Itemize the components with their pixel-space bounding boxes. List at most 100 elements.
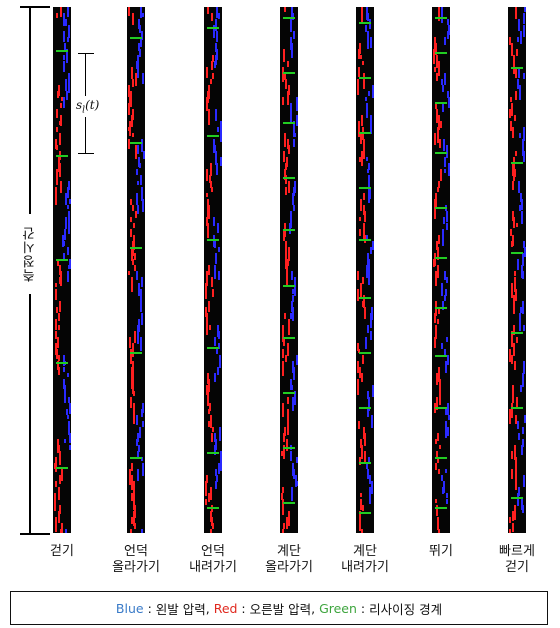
left-foot-pressure-mark — [140, 7, 142, 18]
right-foot-pressure-mark — [512, 127, 514, 138]
left-foot-pressure-mark — [523, 475, 525, 482]
left-foot-pressure-mark — [215, 109, 217, 115]
left-foot-pressure-mark — [366, 265, 368, 278]
resizing-boundary-mark — [435, 257, 447, 259]
resizing-boundary-mark — [359, 352, 371, 354]
left-foot-pressure-mark — [294, 133, 296, 137]
resizing-boundary-mark — [511, 407, 523, 409]
left-foot-pressure-mark — [67, 7, 69, 17]
right-foot-pressure-mark — [281, 451, 283, 456]
left-foot-pressure-mark — [521, 199, 523, 210]
right-foot-pressure-mark — [55, 319, 57, 330]
left-foot-pressure-mark — [368, 457, 370, 462]
right-foot-pressure-mark — [364, 307, 366, 319]
left-foot-pressure-mark — [370, 115, 372, 122]
right-foot-pressure-mark — [281, 493, 283, 500]
right-foot-pressure-mark — [282, 97, 284, 105]
right-foot-pressure-mark — [56, 109, 58, 118]
resizing-boundary-mark — [56, 259, 68, 261]
resizing-boundary-mark — [283, 392, 295, 394]
right-foot-pressure-mark — [509, 349, 511, 362]
left-foot-pressure-mark — [447, 403, 449, 415]
right-foot-pressure-mark — [206, 385, 208, 395]
left-foot-pressure-mark — [139, 163, 141, 168]
right-foot-pressure-mark — [56, 13, 58, 18]
right-foot-pressure-mark — [131, 67, 133, 79]
right-foot-pressure-mark — [516, 223, 518, 227]
left-foot-pressure-mark — [444, 157, 446, 167]
left-foot-pressure-mark — [136, 61, 138, 69]
left-foot-pressure-mark — [523, 151, 525, 162]
left-foot-pressure-mark — [294, 283, 296, 296]
right-foot-pressure-mark — [208, 115, 210, 119]
right-foot-pressure-mark — [128, 139, 130, 149]
right-foot-pressure-mark — [287, 409, 289, 419]
right-foot-pressure-mark — [286, 439, 288, 451]
time-axis-label: 측정시간 — [10, 214, 50, 294]
right-foot-pressure-mark — [514, 361, 516, 370]
right-foot-pressure-mark — [285, 187, 287, 195]
right-foot-pressure-mark — [357, 271, 359, 280]
right-foot-pressure-mark — [61, 469, 63, 481]
left-foot-pressure-mark — [294, 277, 296, 285]
left-foot-pressure-mark — [522, 139, 524, 147]
right-foot-pressure-mark — [56, 175, 58, 185]
left-foot-pressure-mark — [216, 475, 218, 482]
right-foot-pressure-mark — [438, 235, 440, 244]
left-foot-pressure-mark — [367, 169, 369, 173]
left-foot-pressure-mark — [216, 49, 218, 60]
left-foot-pressure-mark — [521, 211, 523, 224]
right-foot-pressure-mark — [357, 343, 359, 351]
right-foot-pressure-mark — [515, 457, 517, 466]
right-foot-pressure-mark — [284, 169, 286, 180]
right-foot-pressure-mark — [436, 109, 438, 123]
right-foot-pressure-mark — [282, 403, 284, 417]
right-foot-pressure-mark — [283, 49, 285, 55]
right-foot-pressure-mark — [287, 91, 289, 105]
legend-red-desc: 오른발 압력 — [249, 601, 312, 617]
left-foot-pressure-mark — [446, 499, 448, 504]
left-foot-pressure-mark — [138, 157, 140, 167]
left-foot-pressure-mark — [367, 13, 369, 21]
right-foot-pressure-mark — [511, 403, 513, 418]
right-foot-pressure-mark — [210, 487, 212, 500]
left-foot-pressure-mark — [519, 205, 521, 211]
left-foot-pressure-mark — [524, 247, 526, 257]
right-foot-pressure-mark — [283, 55, 285, 62]
resizing-boundary-mark — [435, 152, 447, 154]
left-foot-pressure-mark — [522, 253, 524, 266]
right-foot-pressure-mark — [436, 373, 438, 385]
right-foot-pressure-mark — [362, 301, 364, 307]
left-foot-pressure-mark — [214, 337, 216, 346]
right-foot-pressure-mark — [56, 127, 58, 132]
left-foot-pressure-mark — [138, 19, 140, 29]
right-foot-pressure-mark — [436, 397, 438, 410]
left-foot-pressure-mark — [137, 145, 139, 154]
right-foot-pressure-mark — [129, 97, 131, 104]
left-foot-pressure-mark — [290, 217, 292, 228]
right-foot-pressure-mark — [131, 247, 133, 261]
resizing-boundary-mark — [130, 37, 142, 39]
right-foot-pressure-mark — [205, 481, 207, 496]
legend-blue-desc: 왼발 압력 — [155, 601, 206, 617]
right-foot-pressure-mark — [130, 229, 132, 237]
right-foot-pressure-mark — [128, 103, 130, 115]
resizing-boundary-mark — [511, 332, 523, 334]
right-foot-pressure-mark — [515, 475, 517, 490]
left-foot-pressure-mark — [67, 373, 69, 377]
right-foot-pressure-mark — [208, 379, 210, 392]
right-foot-pressure-mark — [435, 499, 437, 503]
right-foot-pressure-mark — [284, 7, 286, 12]
left-foot-pressure-mark — [140, 37, 142, 47]
right-foot-pressure-mark — [358, 67, 360, 77]
right-foot-pressure-mark — [285, 355, 287, 362]
right-foot-pressure-mark — [359, 217, 361, 221]
right-foot-pressure-mark — [512, 163, 514, 176]
right-foot-pressure-mark — [512, 235, 514, 246]
right-foot-pressure-mark — [210, 511, 212, 522]
resizing-boundary-mark — [283, 447, 295, 449]
right-foot-pressure-mark — [363, 145, 365, 159]
left-foot-pressure-mark — [66, 409, 68, 415]
left-foot-pressure-mark — [291, 49, 293, 58]
right-foot-pressure-mark — [511, 103, 513, 116]
